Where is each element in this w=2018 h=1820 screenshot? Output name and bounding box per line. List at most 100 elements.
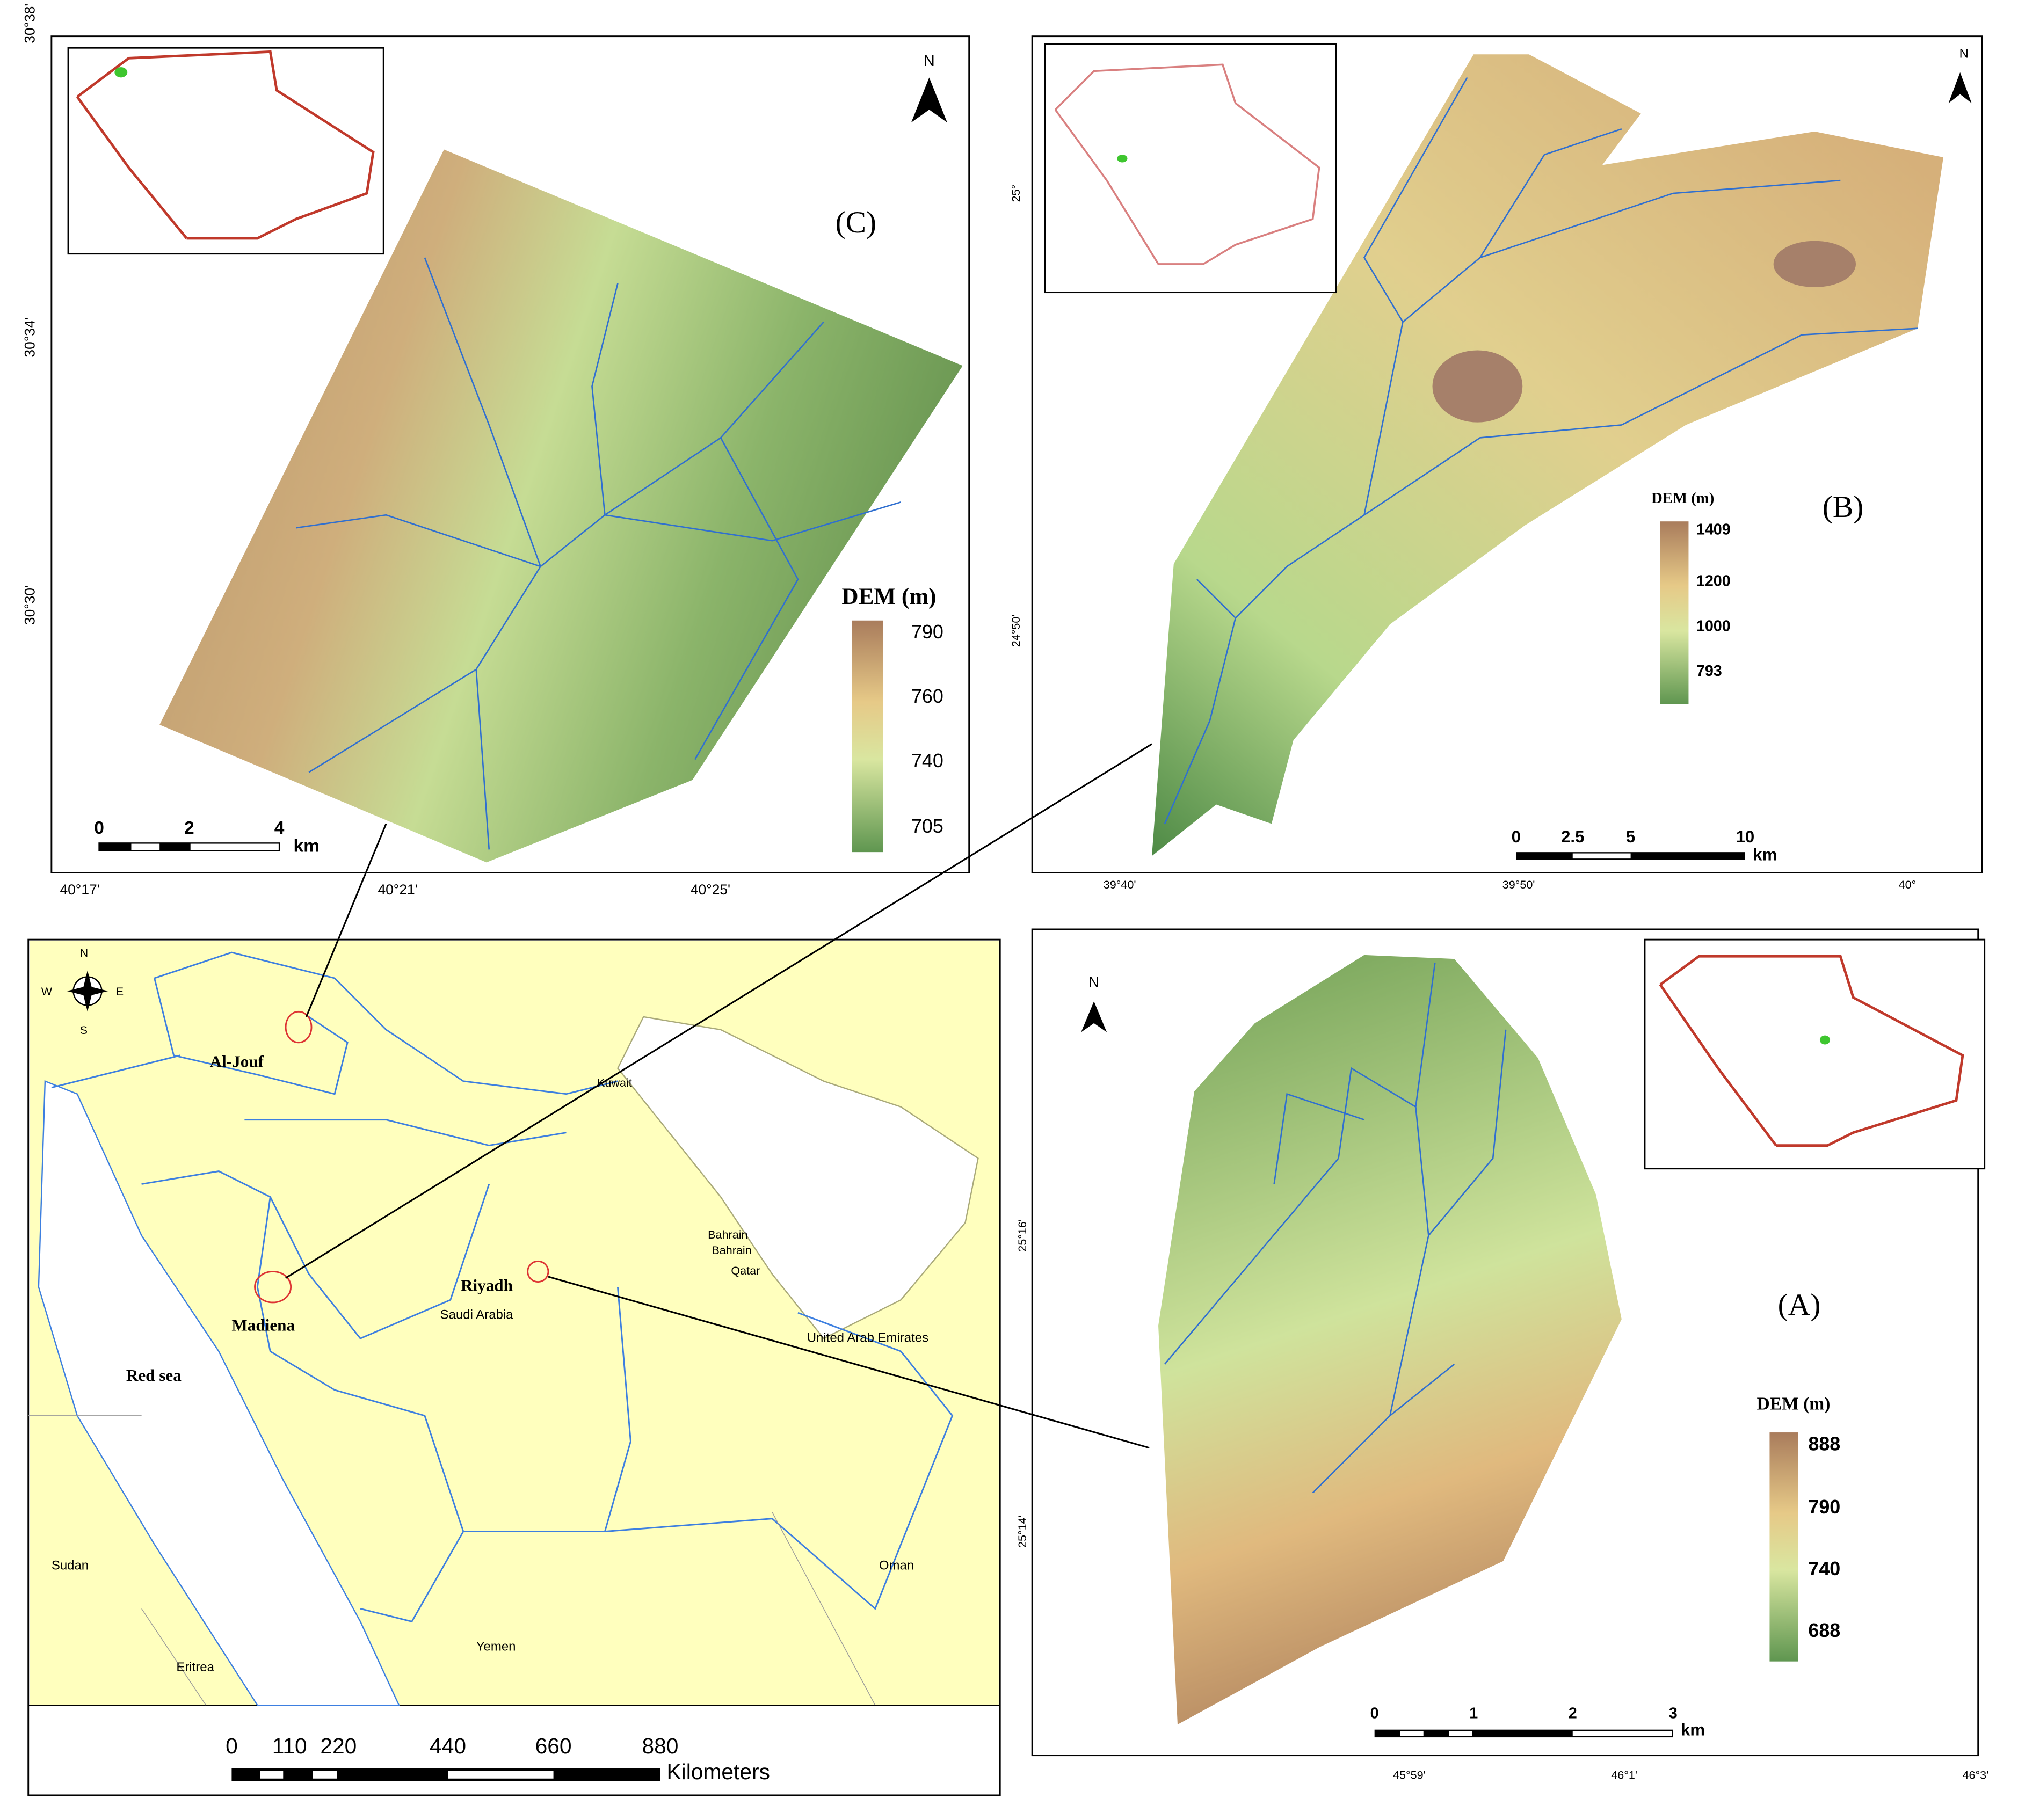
lat-label: 25°16' [1015, 1219, 1029, 1252]
connector [285, 743, 1152, 1279]
compass-star [67, 970, 108, 1012]
site-marker [285, 1010, 313, 1044]
place: Al-Jouf [210, 1052, 264, 1071]
dem-area [1152, 54, 1943, 856]
gulf [616, 1016, 979, 1339]
legend-value: 740 [1808, 1557, 1840, 1579]
scale-seg [1572, 1731, 1672, 1736]
inset [1044, 43, 1337, 294]
site [1117, 155, 1128, 163]
place: Yemen [476, 1640, 516, 1654]
lat-label: 25°14' [1015, 1515, 1029, 1548]
lon-label: 40°21' [378, 882, 417, 898]
scale-unit: Kilometers [666, 1759, 770, 1784]
lon-label: 39°40' [1104, 878, 1136, 891]
compass-label: E [116, 985, 124, 998]
scale-label: 2.5 [1561, 827, 1584, 846]
legend-bar [852, 620, 883, 853]
main-map: N W E S Al-Jouf Kuwait Bahrain Bahrain Q… [27, 938, 1001, 1796]
compass-label: S [80, 1023, 88, 1037]
scale-label: 4 [274, 818, 285, 838]
north-arrow [1948, 72, 1972, 104]
place: Sudan [52, 1559, 89, 1573]
scale-label: 880 [642, 1734, 679, 1758]
red-sea [38, 1080, 400, 1706]
site-marker [527, 1260, 549, 1283]
place: Qatar [731, 1264, 760, 1277]
scale-seg [448, 1771, 554, 1779]
place: Riyadh [461, 1276, 513, 1294]
scale-label: 110 [272, 1734, 307, 1758]
scale-seg [159, 843, 191, 851]
legend-value: 790 [911, 621, 943, 643]
panel-c: (C) N DEM (m) 790 760 740 705 0 2 4 km 3… [21, 4, 970, 898]
legend-value: 688 [1808, 1619, 1840, 1641]
scale-seg [99, 843, 132, 851]
panel-label: (C) [835, 206, 876, 239]
panel-b: (B) N DEM (m) 1409 1200 1000 793 0 2.5 5… [1009, 35, 1983, 891]
rivers [1164, 77, 1918, 824]
scale-unit: km [293, 836, 320, 856]
north: N [1089, 974, 1099, 991]
legend-bar [1660, 521, 1689, 704]
compass-label: N [80, 946, 89, 959]
scale-unit: km [1681, 1720, 1705, 1739]
scale-label: 2 [1569, 1705, 1577, 1722]
site-marker [254, 1271, 292, 1304]
scale-label: 660 [535, 1734, 572, 1758]
dem-area [1158, 955, 1622, 1725]
legend-bar [1769, 1432, 1798, 1662]
north-arrow [1081, 1001, 1107, 1032]
place: Saudi Arabia [440, 1307, 514, 1322]
scale-seg [1572, 853, 1631, 859]
north: N [1959, 47, 1969, 61]
lon-label: 45°59' [1393, 1768, 1426, 1782]
place: Bahrain [708, 1228, 747, 1241]
scale-label: 1 [1469, 1705, 1478, 1722]
panel-label: (A) [1778, 1288, 1821, 1322]
high-ground [1432, 350, 1523, 423]
legend-value: 888 [1808, 1433, 1840, 1455]
lon-label: 40° [1899, 878, 1917, 891]
legend-value: 705 [911, 815, 943, 837]
legend-value: 760 [911, 685, 943, 707]
compass-label: W [41, 985, 53, 998]
inset [67, 47, 384, 255]
scale-label: 0 [1512, 827, 1521, 846]
scale-label: 220 [320, 1734, 357, 1758]
lat-label: 30°34' [21, 317, 38, 357]
scale-seg [1400, 1731, 1424, 1736]
scale-label: 0 [94, 818, 104, 838]
border [141, 1512, 876, 1706]
inset [1644, 938, 1986, 1170]
legend-value: 1000 [1696, 617, 1731, 635]
inset-outline [76, 50, 375, 240]
scale-label: 0 [1370, 1705, 1379, 1722]
scale-seg [260, 1771, 284, 1779]
dem-area [159, 149, 963, 863]
legend-value: 793 [1696, 663, 1722, 680]
rivers [296, 257, 902, 850]
lon-label: 40°25' [691, 882, 730, 898]
north-arrow [911, 77, 947, 123]
lat-label: 30°38' [21, 4, 38, 43]
lon-label: 40°17' [60, 882, 99, 898]
scale-bar [231, 1768, 660, 1781]
place: Oman [879, 1559, 914, 1573]
legend-value: 1409 [1696, 521, 1731, 538]
lon-label: 39°50' [1502, 878, 1535, 891]
boundaries [51, 951, 954, 1623]
scale-label: 440 [430, 1734, 466, 1758]
legend-title: DEM (m) [1756, 1394, 1830, 1414]
legend-title: DEM (m) [841, 584, 936, 609]
rivers [1164, 963, 1507, 1494]
site [114, 67, 128, 78]
site [1819, 1035, 1831, 1045]
lat-label: 24°50' [1009, 615, 1022, 647]
scale-seg [1449, 1731, 1472, 1736]
legend-title: DEM (m) [1651, 490, 1714, 507]
inset-outline [1659, 955, 1964, 1147]
place: United Arab Emirates [807, 1330, 928, 1345]
inset-outline [1054, 63, 1320, 265]
place: Bahrain [712, 1243, 751, 1257]
